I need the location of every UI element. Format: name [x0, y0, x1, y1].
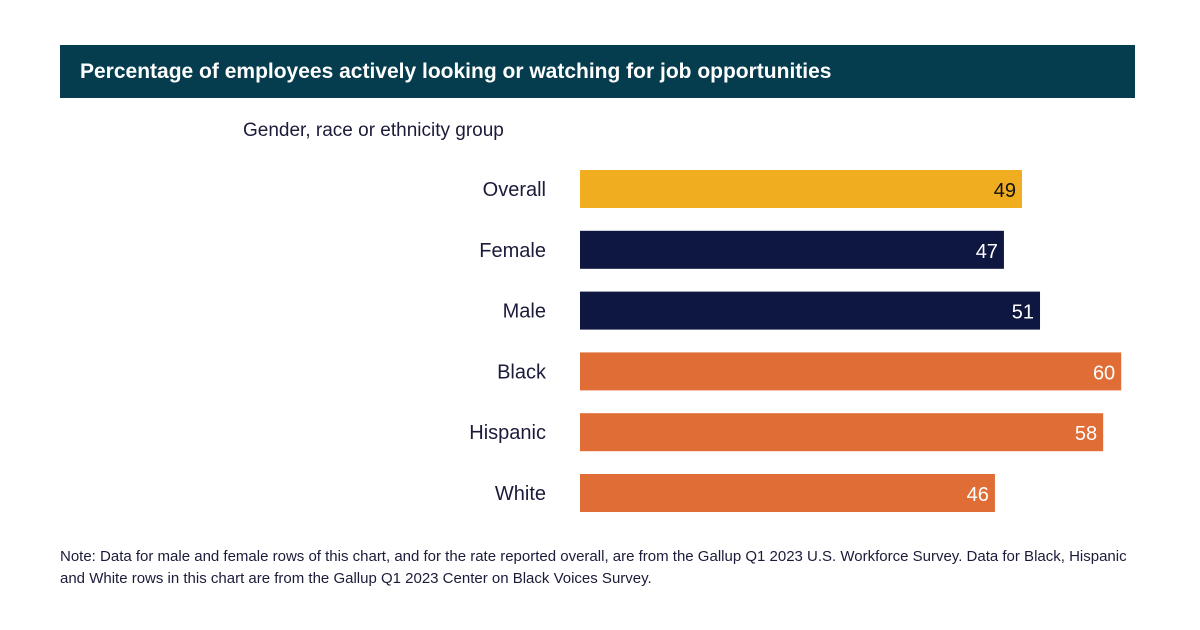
category-label: Overall — [483, 179, 546, 201]
chart-title: Percentage of employees actively looking… — [60, 45, 1135, 98]
bar-male — [580, 291, 1041, 330]
data-label: 58 — [1075, 423, 1097, 445]
category-label: Hispanic — [469, 422, 546, 444]
category-label: Male — [503, 301, 546, 323]
data-label: 49 — [994, 180, 1016, 202]
footnote: Note: Data for male and female rows of t… — [60, 548, 1127, 587]
axis-label: Gender, race or ethnicity group — [243, 120, 504, 141]
data-label: 51 — [1012, 302, 1034, 324]
bar-white — [580, 474, 995, 512]
category-label: Female — [479, 240, 546, 262]
data-label: 47 — [976, 241, 998, 263]
bar-black — [580, 352, 1122, 391]
data-label: 60 — [1093, 362, 1115, 384]
bar-female — [580, 230, 1004, 269]
category-label: Black — [497, 361, 547, 383]
bar-hispanic — [580, 413, 1104, 452]
category-label: White — [495, 483, 546, 505]
data-label: 46 — [967, 484, 989, 506]
bar-overall — [580, 170, 1022, 208]
